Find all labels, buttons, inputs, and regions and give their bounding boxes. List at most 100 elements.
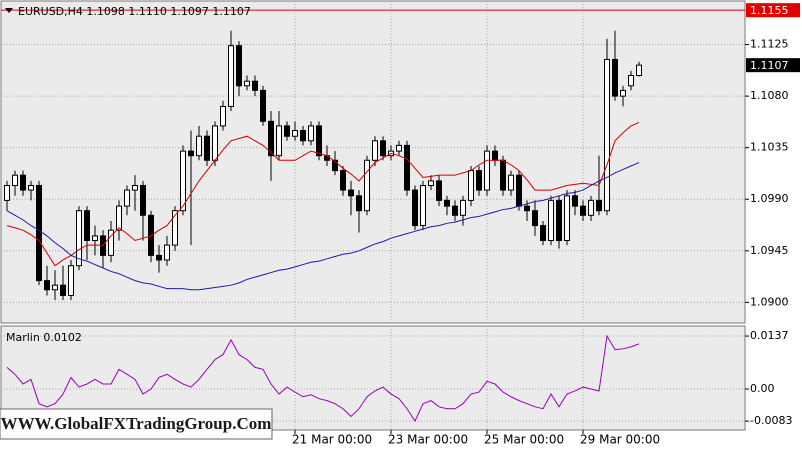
indicator-line (6, 334, 640, 423)
candle-body (68, 265, 74, 296)
candle-body (164, 244, 170, 261)
y-tick-label: 1.1080 (750, 89, 789, 102)
candle-body (356, 195, 362, 212)
watermark: WWW.GlobalFXTradingGroup.Com (1, 414, 272, 433)
candle-body (532, 210, 538, 227)
candle-body (268, 120, 274, 157)
candle-body (132, 184, 138, 191)
candle-body (260, 89, 266, 122)
candle-body (140, 184, 146, 216)
candle-body (364, 159, 370, 212)
watermark-box (0, 408, 273, 440)
candle-body (492, 150, 498, 161)
candle-body (116, 205, 122, 231)
candle-body (588, 199, 594, 216)
candle-body (444, 199, 450, 207)
x-tick-label: 23 Mar 00:00 (388, 433, 468, 447)
candle-body (44, 280, 50, 291)
candle-body (84, 210, 90, 241)
candle-body (636, 64, 642, 76)
candle-body (284, 125, 290, 137)
candle-body (76, 210, 82, 267)
candle-body (564, 195, 570, 241)
candle-body (524, 205, 530, 212)
level-label-box (746, 3, 800, 18)
indicator-line (6, 162, 640, 291)
candle-body (236, 45, 242, 87)
y-tick-label: -0.0083 (750, 414, 792, 427)
candle-body (340, 170, 346, 191)
candle-body (244, 80, 250, 87)
candle-body (380, 140, 386, 157)
y-tick-label: 0.00 (750, 382, 775, 395)
y-tick-label: 1.1125 (750, 38, 789, 51)
candle-body (572, 195, 578, 207)
candle-body (508, 174, 514, 191)
candle-body (604, 58, 610, 212)
candle-body (516, 174, 522, 207)
candle-body (188, 150, 194, 157)
candle-body (468, 170, 474, 201)
candle-body (100, 235, 106, 256)
candle-body (196, 135, 202, 157)
candle-body (12, 174, 18, 186)
candle-body (292, 129, 298, 137)
candle-body (396, 144, 402, 152)
main-pane (0, 0, 746, 324)
candle-body (332, 159, 338, 172)
candle-body (92, 235, 98, 241)
candle-body (316, 125, 322, 157)
candle-body (460, 199, 466, 216)
candle-body (412, 189, 418, 227)
candle-body (4, 184, 10, 201)
candle-body (540, 225, 546, 241)
last-price-label: 1.1107 (750, 59, 789, 72)
last-price-box (746, 58, 800, 73)
candle-body (348, 189, 354, 197)
chart-title: EURUSD,H4 1.1098 1.1110 1.1097 1.1107 (18, 5, 251, 18)
candle-body (28, 184, 34, 191)
candle-body (476, 170, 482, 191)
candle-body (60, 284, 66, 296)
candle-body (500, 159, 506, 191)
candle-body (276, 125, 282, 157)
candle-body (124, 189, 130, 207)
y-tick-label: 1.0945 (750, 244, 789, 257)
candle-body (452, 205, 458, 216)
candle-body (556, 199, 562, 241)
candle-body (372, 140, 378, 161)
candle-body (404, 144, 410, 191)
level-label: 1.1155 (750, 4, 789, 17)
candle-body (420, 184, 426, 227)
candle-body (172, 210, 178, 246)
candle-body (36, 184, 42, 282)
candle-body (180, 150, 186, 212)
y-tick-label: 0.0137 (750, 329, 789, 342)
indicator-title: Marlin 0.0102 (6, 331, 82, 344)
candle-body (308, 125, 314, 142)
candle-body (620, 89, 626, 97)
candle-body (212, 125, 218, 161)
x-tick-label: 29 Mar 00:00 (580, 433, 660, 447)
candle-body (428, 180, 434, 186)
indicator-line (6, 122, 640, 267)
candle-body (108, 229, 114, 256)
candle-body (156, 254, 162, 261)
y-tick-label: 1.0990 (750, 192, 789, 205)
y-tick-label: 1.1035 (750, 141, 789, 154)
title-marker (5, 8, 13, 13)
candle-body (612, 58, 618, 97)
candle-body (300, 129, 306, 142)
candle-body (220, 105, 226, 127)
candle-body (252, 80, 258, 91)
candle-body (436, 180, 442, 201)
candle-body (596, 199, 602, 212)
candle-body (52, 284, 58, 291)
candle-body (628, 74, 634, 87)
candle-body (548, 199, 554, 241)
candle-body (484, 150, 490, 191)
candle-body (204, 135, 210, 161)
y-tick-label: 1.0900 (750, 295, 789, 308)
